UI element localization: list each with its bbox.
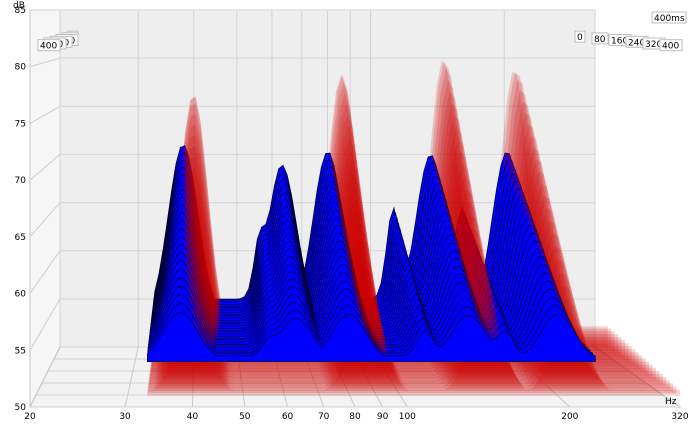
time-tick-label: 320: [645, 40, 662, 50]
red-slice: [147, 295, 677, 394]
time-label-box: [574, 30, 586, 43]
waterfall-slices: [147, 60, 680, 396]
y-unit-label: dB: [13, 1, 25, 11]
time-tick-label: 400: [662, 42, 679, 52]
grid-side-line: [29, 202, 61, 238]
side-wall: [29, 9, 61, 408]
y-tick-label: 55: [15, 346, 26, 356]
x-tick-label: 200: [561, 412, 578, 422]
time-tick-label: 400: [40, 42, 57, 52]
time-label-box: [659, 39, 683, 52]
y-tick-label: 50: [15, 403, 27, 413]
time-end-label: 400ms: [654, 14, 685, 24]
grid-side-line: [29, 57, 61, 68]
x-tick-labels: 20 30 40 50 60 70 80 90 100 200 320: [24, 412, 689, 422]
x-tick-label: 50: [239, 412, 251, 422]
x-unit-label: Hz: [665, 397, 677, 407]
time-tick-label: 240: [628, 38, 645, 48]
y-tick-label: 80: [15, 63, 27, 73]
red-slice: [147, 309, 680, 396]
time-tick-label: 160: [611, 37, 628, 47]
time-axis-labels: 008080160160240240320320400400400ms: [37, 11, 687, 52]
time-label-box: [591, 32, 609, 45]
time-label-box: [37, 39, 61, 52]
y-tick-label: 65: [15, 233, 26, 243]
grid-side-line: [29, 105, 61, 124]
x-tick-label: 80: [349, 412, 361, 422]
x-tick-label: 320: [671, 412, 688, 422]
time-end-label-box: [651, 11, 687, 24]
y-tick-label: 60: [15, 290, 27, 300]
y-tick-label: 75: [15, 119, 26, 129]
grid-floor-line: [29, 346, 61, 408]
x-tick-label: 100: [399, 412, 416, 422]
y-tick-label: 70: [15, 176, 27, 186]
grid-side-line: [29, 250, 61, 294]
x-tick-label: 90: [377, 412, 389, 422]
grid-side-line: [29, 298, 61, 351]
x-tick-label: 20: [24, 412, 36, 422]
x-tick-label: 70: [318, 412, 330, 422]
x-tick-label: 30: [119, 412, 131, 422]
time-tick-label: 0: [577, 33, 583, 43]
grid-floor-line: [594, 346, 681, 408]
grid-side-line: [29, 154, 61, 181]
red-slice: [148, 281, 674, 391]
y-tick-label: 85: [15, 6, 26, 16]
y-tick-labels: 50 55 60 65 70 75 80 85: [15, 6, 27, 413]
time-tick-label: 80: [594, 35, 606, 45]
x-tick-label: 40: [187, 412, 199, 422]
x-tick-label: 60: [282, 412, 294, 422]
grid-floor-line: [124, 346, 139, 408]
blue-slice: [147, 311, 596, 362]
